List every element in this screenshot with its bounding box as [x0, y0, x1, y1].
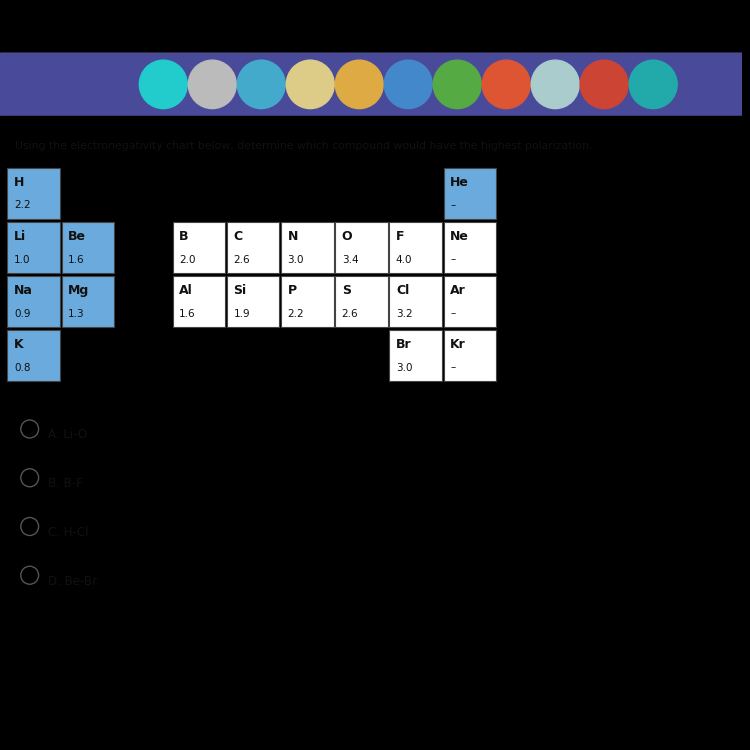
- Text: 1.3: 1.3: [68, 308, 85, 319]
- Text: H: H: [14, 176, 24, 189]
- Bar: [8, 168, 60, 219]
- Text: D. Be-Br: D. Be-Br: [48, 574, 98, 588]
- Text: B. B-F: B. B-F: [48, 477, 83, 490]
- Text: 1.6: 1.6: [68, 254, 85, 265]
- Text: –: –: [450, 254, 455, 265]
- Text: Cl: Cl: [396, 284, 410, 297]
- Circle shape: [580, 60, 628, 109]
- Text: 2.2: 2.2: [287, 308, 304, 319]
- Bar: [389, 222, 442, 273]
- Bar: [8, 222, 60, 273]
- Text: –: –: [450, 308, 455, 319]
- Text: 3.2: 3.2: [396, 308, 412, 319]
- Text: S: S: [342, 284, 351, 297]
- Text: –: –: [450, 362, 455, 373]
- Circle shape: [384, 60, 432, 109]
- Bar: [443, 222, 497, 273]
- Circle shape: [237, 60, 285, 109]
- Circle shape: [188, 60, 236, 109]
- Text: Li: Li: [14, 230, 26, 243]
- Circle shape: [286, 60, 334, 109]
- Circle shape: [629, 60, 677, 109]
- Text: Using the electronegativity chart below, determine which compound would have the: Using the electronegativity chart below,…: [15, 141, 592, 152]
- Text: Be: Be: [68, 230, 86, 243]
- Circle shape: [140, 60, 188, 109]
- Text: Mg: Mg: [68, 284, 89, 297]
- Bar: [62, 276, 114, 327]
- Text: Ar: Ar: [450, 284, 466, 297]
- Bar: [0, 0, 742, 116]
- Text: K: K: [14, 338, 23, 351]
- Text: 3.0: 3.0: [287, 254, 304, 265]
- Bar: [8, 330, 60, 381]
- Text: B: B: [179, 230, 189, 243]
- Text: 2.6: 2.6: [342, 308, 358, 319]
- Text: O: O: [342, 230, 352, 243]
- Text: 0.9: 0.9: [14, 308, 31, 319]
- Text: 0.8: 0.8: [14, 362, 31, 373]
- Bar: [172, 222, 225, 273]
- Circle shape: [335, 60, 383, 109]
- Text: 1.6: 1.6: [179, 308, 196, 319]
- Bar: [335, 276, 388, 327]
- Text: 2.2: 2.2: [14, 200, 31, 211]
- Bar: [172, 276, 225, 327]
- Text: 2.0: 2.0: [179, 254, 196, 265]
- Text: 4.0: 4.0: [396, 254, 412, 265]
- Circle shape: [531, 60, 579, 109]
- Bar: [0, 116, 742, 750]
- Text: C. H-Cl: C. H-Cl: [48, 526, 88, 539]
- Bar: [389, 330, 442, 381]
- Circle shape: [433, 60, 482, 109]
- Bar: [443, 276, 497, 327]
- Text: 3.4: 3.4: [342, 254, 358, 265]
- Bar: [226, 276, 280, 327]
- Text: Si: Si: [233, 284, 247, 297]
- Bar: [389, 276, 442, 327]
- Bar: [226, 222, 280, 273]
- Text: Br: Br: [396, 338, 412, 351]
- Text: F: F: [396, 230, 404, 243]
- Text: 3.0: 3.0: [396, 362, 412, 373]
- Bar: [0, 53, 742, 116]
- Text: Na: Na: [14, 284, 33, 297]
- Text: 1.0: 1.0: [14, 254, 31, 265]
- Text: –: –: [450, 200, 455, 211]
- Bar: [335, 222, 388, 273]
- Text: 1.9: 1.9: [233, 308, 250, 319]
- Text: Ne: Ne: [450, 230, 469, 243]
- Bar: [8, 276, 60, 327]
- Text: A. Li-O: A. Li-O: [48, 428, 87, 442]
- Text: N: N: [287, 230, 298, 243]
- Bar: [62, 222, 114, 273]
- Bar: [443, 330, 497, 381]
- Text: He: He: [450, 176, 469, 189]
- Bar: [443, 168, 497, 219]
- Bar: [281, 222, 334, 273]
- Text: 2.6: 2.6: [233, 254, 250, 265]
- Text: eview for Final Exam: eview for Final Exam: [15, 59, 130, 69]
- Circle shape: [482, 60, 530, 109]
- Text: C: C: [233, 230, 242, 243]
- Text: P: P: [287, 284, 297, 297]
- Text: Al: Al: [179, 284, 193, 297]
- Bar: [0, 53, 742, 116]
- Text: Kr: Kr: [450, 338, 466, 351]
- Bar: [281, 276, 334, 327]
